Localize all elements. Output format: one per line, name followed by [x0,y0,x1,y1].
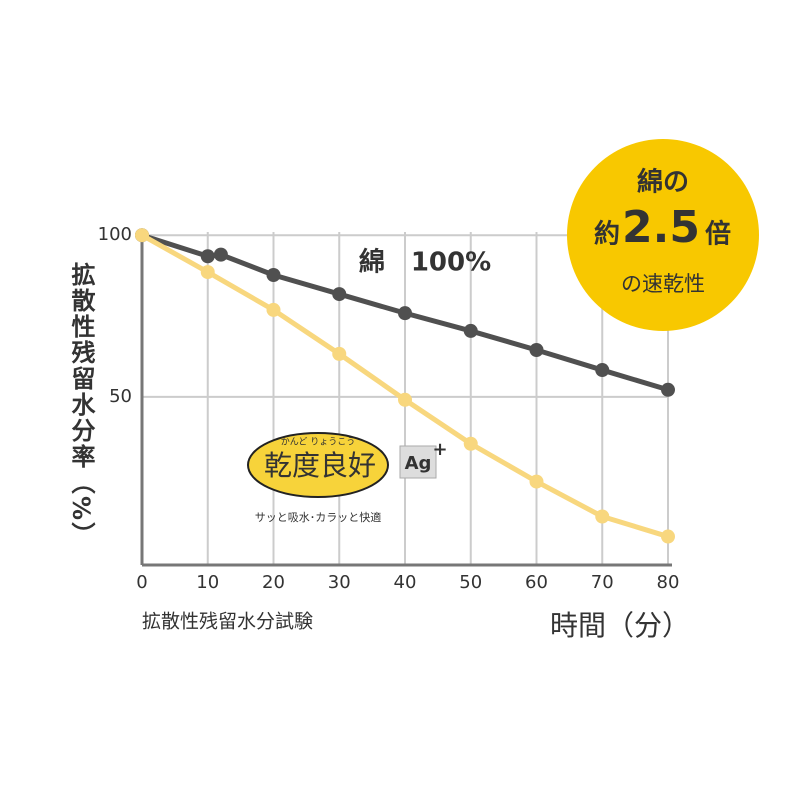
data-point [332,346,347,361]
data-point [266,267,281,282]
badge-circle [567,139,759,331]
logo-mark: Ag [405,453,432,474]
badge-line3: の速乾性 [621,272,705,296]
data-point [529,343,544,358]
series-label: 綿 100% [359,247,491,278]
data-point [398,392,412,407]
y-tick-label: 50 [109,386,132,407]
x-tick-label: 20 [262,572,285,593]
logo-ellipse [247,432,389,498]
logo-ruby: かんど りょうこう [281,437,356,448]
caption: 拡散性残留水分試験 [142,611,313,633]
data-point [661,382,675,397]
data-point [529,474,544,489]
data-point [266,302,281,317]
logo-mark-box [399,445,437,479]
badge-prefix: 約 [594,219,620,250]
data-point [463,436,478,451]
x-tick-label: 70 [591,572,614,593]
x-tick-label: 30 [328,572,351,593]
x-tick-label: 40 [394,572,417,593]
x-tick-label: 50 [459,572,482,593]
x-tick-label: 10 [196,572,219,593]
data-point [200,249,215,264]
x-tick-label: 0 [136,572,147,593]
data-point [463,323,478,338]
logo-tagline: サッと吸水･カラッと快適 [255,510,382,524]
data-point [332,287,347,302]
logo-mark-sup: + [432,439,447,460]
data-point [398,306,412,321]
y-tick-label: 100 [98,224,132,245]
badge-suffix: 倍 [705,219,731,250]
data-point [595,509,610,524]
data-point [200,265,215,280]
data-point [213,247,228,262]
x-tick-label: 60 [525,572,548,593]
badge-number: 2.5 [622,202,700,253]
badge-line1: 綿の [637,167,689,198]
logo-name: 乾度良好 [264,449,376,482]
grid: 0 10 20 30 40 50 60 70 80 50 100 [98,224,680,593]
x-tick-label: 80 [657,572,680,593]
x-axis-title: 時間（分） [550,609,690,642]
data-point [661,529,675,544]
data-point [135,228,149,243]
data-point [595,363,610,378]
plot: 綿 100% [135,228,675,544]
y-axis-title: 拡散性残留水分率（%） [67,262,95,548]
